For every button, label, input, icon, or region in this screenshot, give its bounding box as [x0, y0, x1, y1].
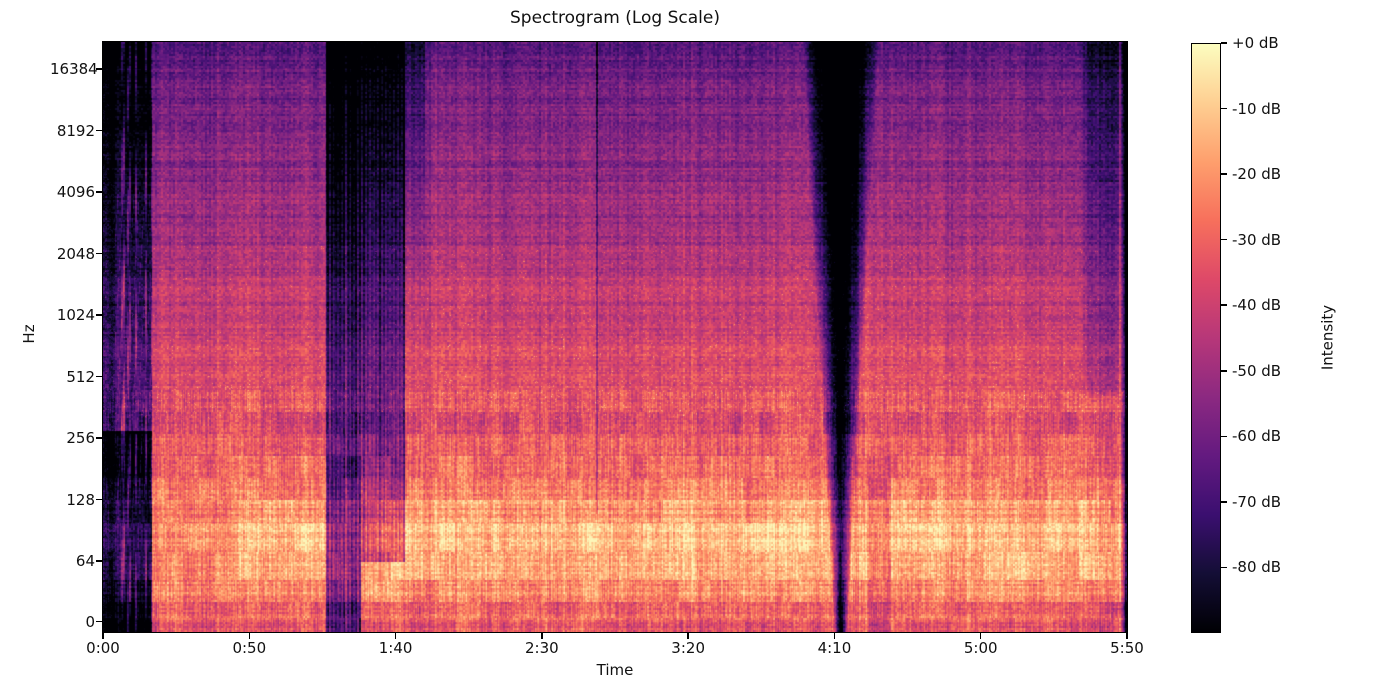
y-tick-mark	[96, 129, 103, 132]
x-tick-mark	[394, 632, 397, 639]
x-tick-mark	[248, 632, 251, 639]
y-tick-label: 256	[66, 429, 95, 447]
y-tick-label: 0	[85, 612, 95, 631]
x-tick-mark	[687, 632, 689, 639]
x-tick-label: 4:10	[817, 639, 852, 657]
x-tick-label: 2:30	[525, 639, 559, 657]
y-tick-label: 64	[75, 552, 95, 570]
x-tick-label: 1:40	[378, 639, 413, 657]
y-tick-label: 16384	[50, 60, 98, 78]
chart-title: Spectrogram (Log Scale)	[509, 8, 720, 28]
colorbar-tick-label: -80 dB	[1232, 558, 1282, 577]
y-tick-mark	[96, 620, 103, 623]
colorbar-tick-label: -10 dB	[1232, 99, 1282, 118]
x-axis-label: Time	[596, 661, 634, 679]
y-axis-label: Hz	[20, 324, 38, 344]
colorbar-tick-mark	[1221, 370, 1227, 372]
x-tick-mark	[1126, 632, 1128, 639]
colorbar-tick-label: -70 dB	[1232, 492, 1282, 511]
x-tick-label: 5:50	[1110, 639, 1144, 657]
y-tick-label: 8192	[56, 121, 95, 140]
colorbar	[1191, 43, 1221, 633]
colorbar-tick-label: -40 dB	[1232, 296, 1282, 315]
x-tick-mark	[102, 632, 104, 639]
colorbar-tick-label: -60 dB	[1232, 427, 1282, 446]
colorbar-tick-mark	[1221, 107, 1227, 110]
x-tick-mark	[979, 632, 982, 639]
colorbar-tick-mark	[1221, 566, 1227, 569]
colorbar-tick-label: -50 dB	[1232, 361, 1282, 380]
colorbar-tick-mark	[1221, 238, 1227, 241]
y-tick-mark	[96, 68, 103, 70]
y-tick-label: 128	[66, 490, 95, 509]
colorbar-tick-mark	[1221, 304, 1227, 306]
y-tick-mark	[96, 252, 103, 255]
y-tick-label: 1024	[56, 306, 95, 324]
colorbar-label: Intensity	[1318, 304, 1337, 371]
x-tick-mark	[833, 632, 836, 639]
y-tick-mark	[96, 560, 103, 562]
colorbar-tick-mark	[1221, 501, 1227, 503]
x-tick-label: 5:00	[963, 639, 998, 657]
colorbar-tick-mark	[1221, 435, 1227, 438]
colorbar-tick-label: -30 dB	[1232, 230, 1282, 249]
y-tick-mark	[96, 498, 103, 501]
colorbar-tick-label: +0 dB	[1232, 34, 1279, 52]
y-tick-mark	[96, 437, 103, 439]
x-tick-label: 0:50	[232, 639, 267, 657]
x-tick-mark	[541, 632, 543, 639]
colorbar-tick-mark	[1221, 173, 1227, 175]
y-tick-label: 2048	[56, 244, 95, 263]
colorbar-tick-mark	[1221, 42, 1227, 44]
y-tick-mark	[96, 375, 103, 378]
colorbar-tick-label: -20 dB	[1232, 165, 1282, 184]
y-tick-label: 4096	[56, 183, 95, 201]
y-tick-mark	[96, 191, 103, 193]
y-tick-label: 512	[66, 367, 95, 386]
y-tick-mark	[96, 314, 103, 316]
x-tick-label: 3:20	[671, 639, 705, 657]
x-tick-label: 0:00	[86, 639, 120, 657]
spectrogram-heatmap	[103, 42, 1127, 632]
